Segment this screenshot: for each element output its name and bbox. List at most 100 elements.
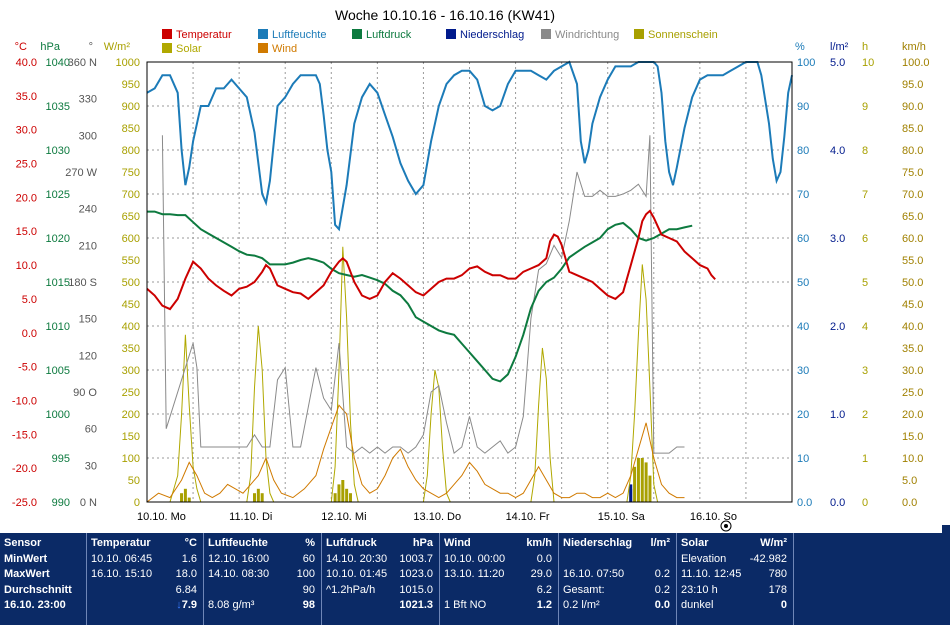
left-axis-1-tick-7: 1005 [46,365,70,377]
right-axis-0-tick-0: 100 [797,57,815,69]
right-axis-2-tick-3: 7 [862,189,868,201]
right-axis-3-tick-16: 20.0 [902,409,923,421]
left-axis-3-tick-2: 900 [122,101,140,113]
left-axis-1-tick-4: 1020 [46,233,70,245]
solar-max-value: 780 [768,568,787,580]
humidity-header: Luftfeuchte [208,537,268,549]
weather-chart: Woche 10.10.16 - 16.10.16 (KW41) Tempera… [11,7,930,532]
row-label-avg: Durchschnitt [4,583,72,596]
humidity-max-time: 14.10. 08:30 [208,568,270,580]
scroll-handle[interactable] [942,525,950,625]
right-axis-3-tick-18: 10.0 [902,453,923,465]
left-axis-3-tick-17: 150 [122,431,140,443]
left-axis-unit-2: ° [89,41,93,53]
left-axis-2-tick-5: 210 [79,240,97,252]
solar-unit: W/m² [760,537,787,549]
pressure-min-time: 14.10. 20:30 [326,552,388,565]
x-axis-labels: 10.10. Mo 11.10. Di 12.10. Mi 13.10. Do 14.1… [137,511,737,523]
left-axis-2-tick-6: 180 S [68,277,97,289]
summary-panel: Sensor MinWert MaxWert Durchschnitt 16.1… [0,533,950,625]
right-axis-3-tick-19: 5.0 [902,475,917,487]
left-axis-0-tick-1: 35.0 [16,91,37,103]
left-axis-2-tick-2: 300 [79,130,97,142]
bar-sonnenschein-16 [648,475,652,502]
left-axis-unit-3: W/m² [104,41,131,53]
trend-down-icon: ↓ [176,599,182,611]
left-axis-2-tick-11: 30 [85,460,97,472]
right-axis-2-tick-9: 1 [862,453,868,465]
humidity-current: 98 [302,599,315,611]
bar-sonnenschein-5 [260,493,264,502]
right-axis-3-tick-20: 0.0 [902,497,917,509]
pressure-max-value: 1023.0 [399,568,433,580]
pressure-max-time: 10.10. 01:45 [326,568,388,580]
left-axis-3-tick-5: 750 [122,167,140,179]
series-wind [146,404,685,503]
right-axis-0-tick-7: 30 [797,365,809,377]
right-axis-1-tick-3: 2.0 [830,321,845,333]
left-axis-0-tick-2: 30.0 [16,125,37,137]
rain-total: 0.2 [654,583,670,596]
bar-sonnenschein-9 [345,488,349,502]
x-label-4: 14.10. Fr [506,511,550,523]
bar-sonnenschein-7 [337,484,341,502]
summary-col-sensor: Sensor MinWert MaxWert Durchschnitt 16.1… [0,533,87,625]
right-axis-0-tick-9: 10 [797,453,809,465]
bar-sonnenschein-0 [180,493,184,502]
wind-max-value: 29.0 [530,568,552,580]
right-axis-3-tick-2: 90.0 [902,101,923,113]
legend-swatch-0 [162,29,172,39]
right-axis-2-tick-4: 6 [862,233,868,245]
bar-niederschlag-0 [629,484,633,502]
left-axis-0-tick-7: 5.0 [22,294,37,306]
left-axis-1-tick-0: 1040 [46,57,70,69]
left-axis-1-tick-2: 1030 [46,145,70,157]
pressure-header: Luftdruck [326,537,377,549]
left-axis-0-tick-13: -25.0 [12,497,37,509]
rain-current-amount: 0.2 l/m² [563,599,600,611]
left-axis-3-tick-14: 300 [122,365,140,377]
time-cursor-icon[interactable] [720,520,732,532]
solar-header: Solar [681,537,709,549]
legend-label-7: Wind [272,43,297,55]
legend-label-4: Windrichtung [555,29,619,41]
current-timestamp: 16.10. 23:00 [4,599,66,611]
right-axis-1-tick-0: 5.0 [830,57,845,69]
right-axis-3-tick-3: 85.0 [902,123,923,135]
rain-max-value: 0.2 [654,568,670,580]
left-axis-3-tick-11: 450 [122,299,140,311]
solar-elevation: -42.982 [749,552,787,565]
left-axis-1-tick-5: 1015 [46,277,70,289]
left-axis-3-tick-15: 250 [122,387,140,399]
series-luftfeuchte [146,60,793,232]
summary-col-rain: Niederschlag l/m² 16.10. 07:50 0.2 Gesamt:… [559,533,677,625]
series-temperatur [146,209,716,311]
legend-swatch-4 [541,29,551,39]
left-axis-2-tick-3: 270 W [65,167,97,179]
legend-label-1: Luftfeuchte [272,29,326,41]
legend-swatch-6 [162,43,172,53]
bar-sonnenschein-4 [256,488,260,502]
solar-state: dunkel [681,599,714,611]
left-axis-2-tick-8: 120 [79,350,97,362]
bar-sonnenschein-14 [640,458,644,502]
left-axis-0-tick-11: -15.0 [12,429,37,441]
right-axis-3-tick-15: 25.0 [902,387,923,399]
x-label-0: 10.10. Mo [137,511,186,523]
humidity-min-value: 60 [302,552,315,565]
humidity-min-time: 12.10. 16:00 [208,552,270,565]
right-axis-3-tick-5: 75.0 [902,167,923,179]
right-axis-0-tick-6: 40 [797,321,809,333]
wind-beaufort: 1 Bft NO [444,599,487,611]
right-axis-2-tick-5: 5 [862,277,868,289]
rain-unit: l/m² [650,537,670,549]
bar-series [180,458,652,502]
sensor-header: Sensor [4,537,42,549]
right-axis-1-tick-4: 1.0 [830,409,845,421]
left-axis-0-tick-0: 40.0 [16,57,37,69]
right-axis-2-tick-0: 10 [862,57,874,69]
summary-col-solar: Solar W/m² Elevation -42.982 11.10. 12:45 7… [677,533,794,625]
temperature-max-value: 18.0 [175,568,197,580]
right-axis-3-tick-11: 45.0 [902,299,923,311]
left-axis-3-tick-12: 400 [122,321,140,333]
